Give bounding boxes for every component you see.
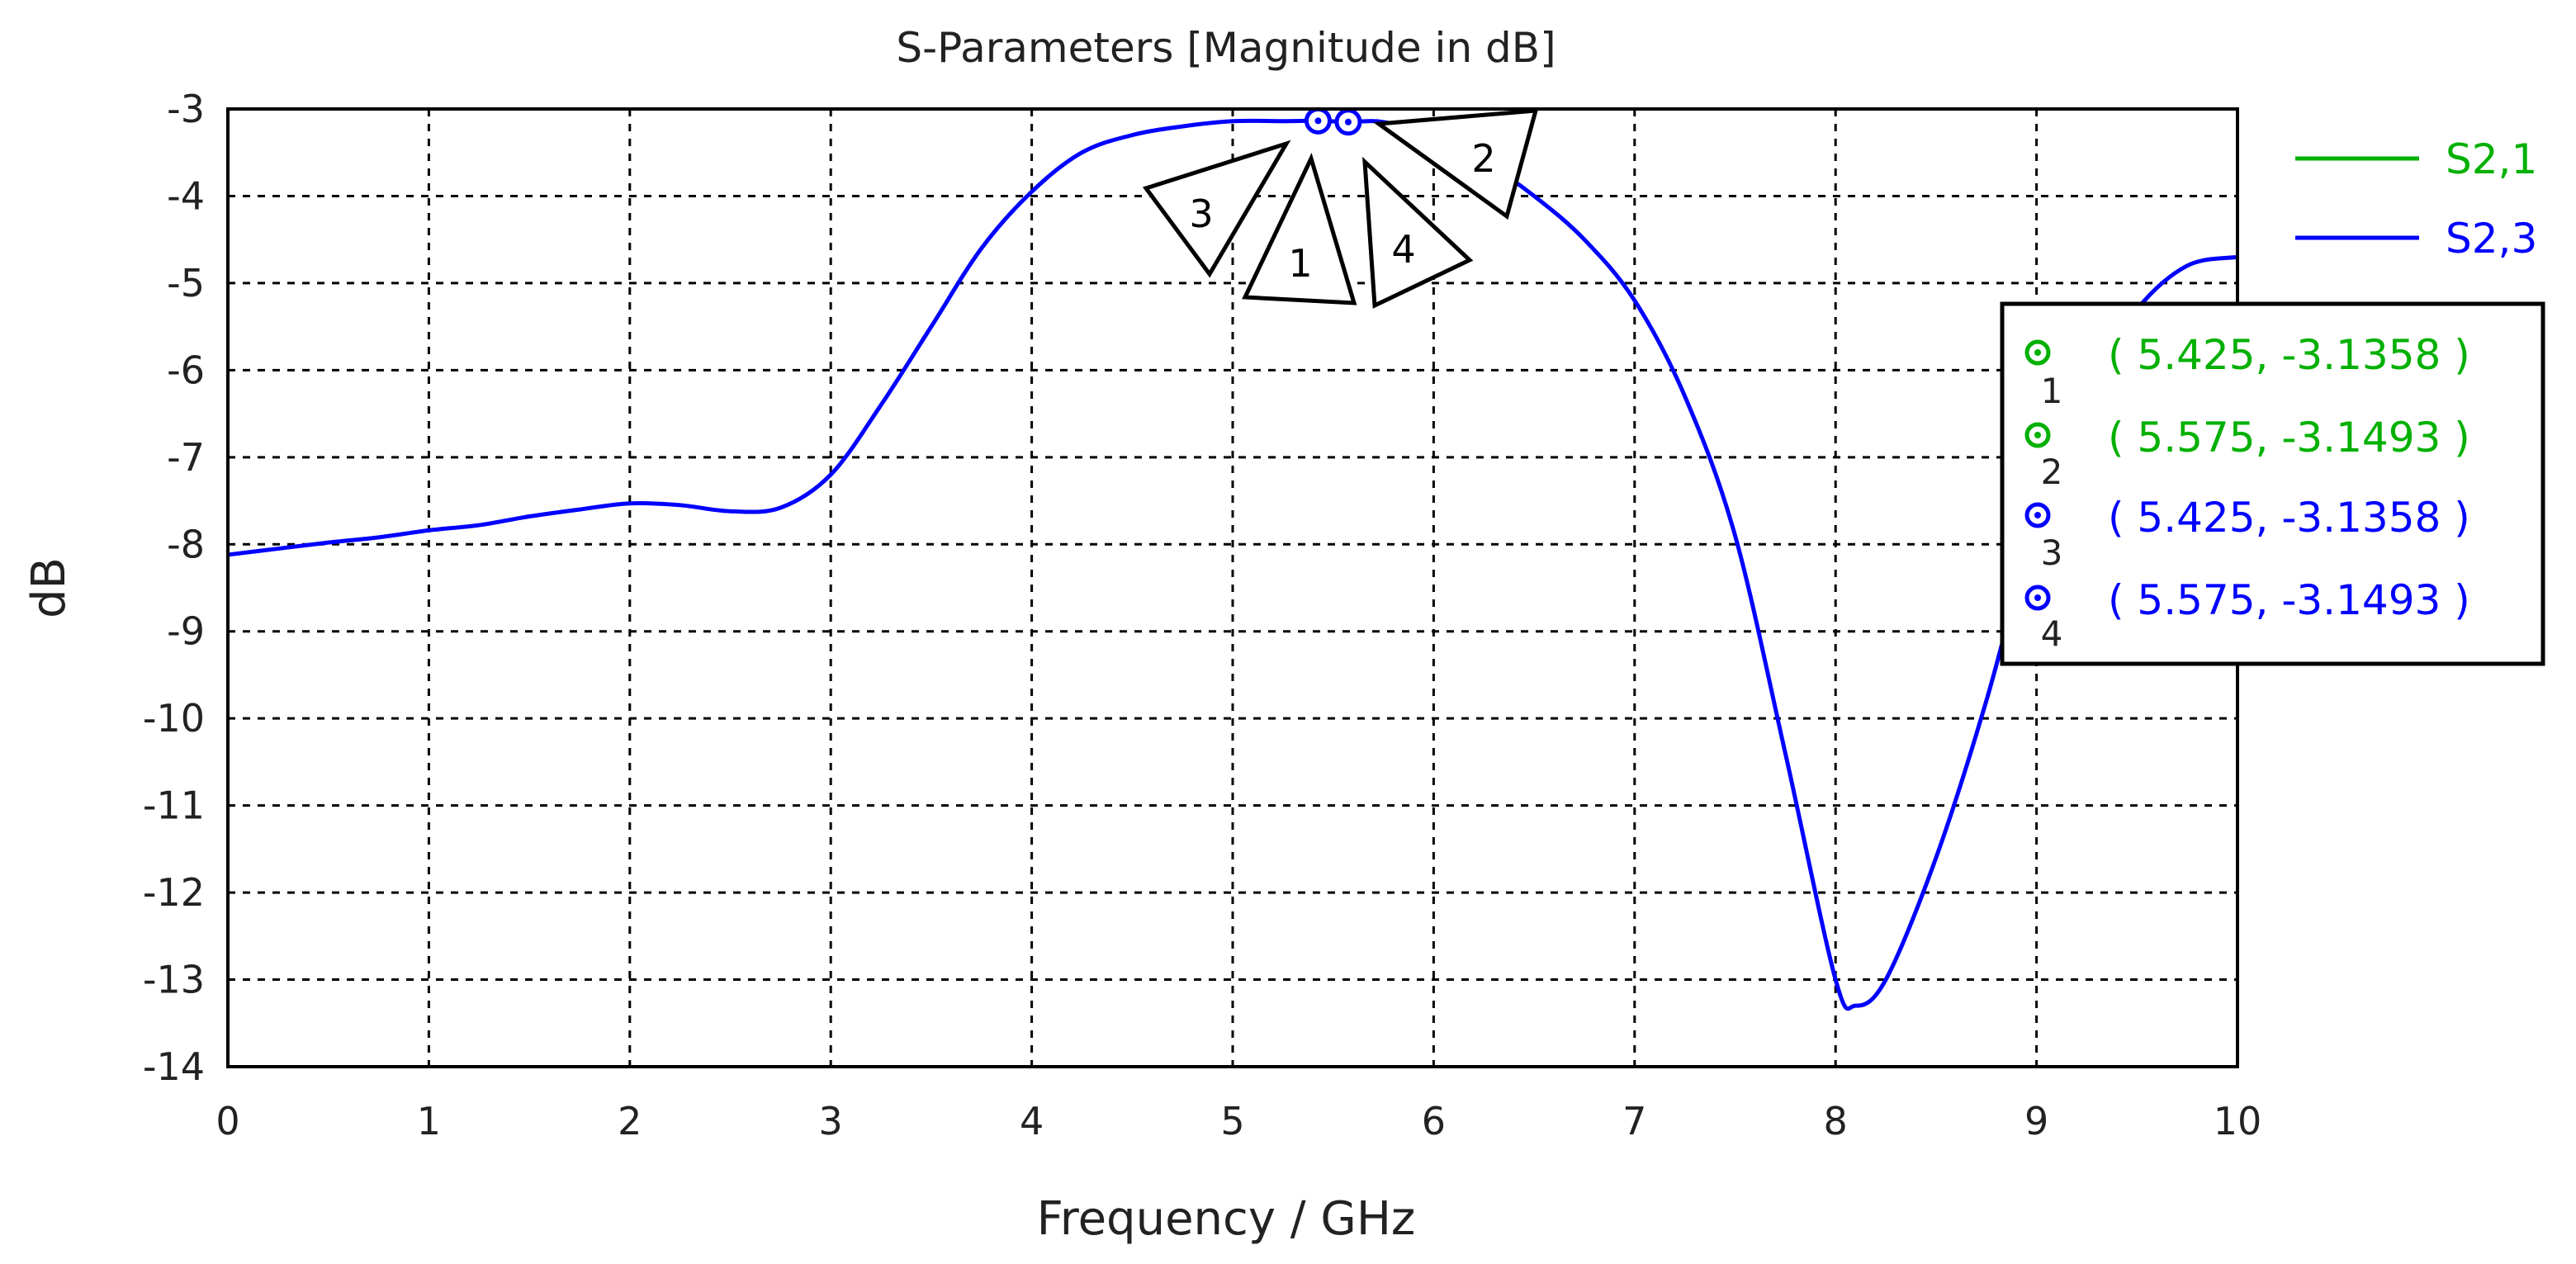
chart-title: S-Parameters [Magnitude in dB] — [896, 24, 1556, 72]
marker-flags: 3 1 4 2 — [1142, 108, 1539, 309]
marker-1-readout: ( 5.425, -3.1358 ) — [2108, 331, 2470, 379]
legend-label-s21: S2,1 — [2446, 135, 2537, 183]
marker-1-icon — [2024, 339, 2051, 366]
marker-3-icon-dot — [2034, 512, 2041, 518]
marker-4-icon — [2024, 585, 2051, 611]
y-tick-label: -10 — [143, 696, 205, 741]
marker-flag-4 — [1362, 156, 1474, 309]
y-axis-label: dB — [22, 557, 76, 618]
x-tick-label: 1 — [417, 1099, 441, 1143]
marker-2-icon — [2024, 422, 2051, 448]
y-tick-label: -4 — [167, 173, 205, 218]
y-tick-label: -8 — [167, 522, 205, 566]
x-tick-label: 4 — [1020, 1099, 1044, 1143]
grid-lines — [226, 107, 2239, 1068]
series-line-1 — [227, 118, 2238, 1011]
marker-flag-3 — [1142, 140, 1291, 278]
marker-flag-2-label: 2 — [1471, 136, 1495, 181]
x-tick-label: 5 — [1220, 1099, 1244, 1143]
marker-point-center-3 — [1314, 117, 1322, 125]
marker-flag-1-label: 1 — [1288, 241, 1312, 286]
marker-point-center-4 — [1344, 118, 1352, 125]
marker-1-icon-dot — [2034, 349, 2041, 356]
legend-label-s23: S2,3 — [2446, 215, 2537, 263]
marker-3-index: 3 — [2041, 533, 2063, 573]
y-tick-label: -3 — [167, 87, 205, 131]
x-tick-label: 6 — [1422, 1099, 1446, 1143]
marker-readout-frame — [2000, 301, 2545, 666]
x-tick-label: 7 — [1622, 1099, 1646, 1143]
x-tick-labels: 0 1 2 3 4 5 6 7 8 9 10 — [215, 1099, 2261, 1143]
marker-flag-4-label: 4 — [1391, 227, 1415, 272]
y-tick-label: -6 — [167, 348, 205, 392]
marker-4-readout: ( 5.575, -3.1493 ) — [2108, 576, 2470, 624]
x-tick-label: 0 — [215, 1099, 239, 1143]
x-tick-label: 2 — [618, 1099, 642, 1143]
y-tick-label: -7 — [167, 435, 205, 480]
y-tick-labels: -3 -4 -5 -6 -7 -8 -9 -10 -11 -12 -13 -14 — [143, 87, 205, 1089]
y-tick-label: -14 — [143, 1044, 205, 1089]
marker-flag-2 — [1373, 108, 1539, 220]
marker-dots — [1304, 107, 1362, 136]
marker-2-readout: ( 5.575, -3.1493 ) — [2108, 414, 2470, 462]
marker-2-icon-dot — [2034, 432, 2041, 438]
y-tick-label: -12 — [143, 870, 205, 915]
marker-flag-3-label: 3 — [1189, 192, 1213, 236]
x-tick-label: 9 — [2024, 1099, 2048, 1143]
marker-3-readout: ( 5.425, -3.1358 ) — [2108, 494, 2470, 542]
marker-2-index: 2 — [2041, 452, 2063, 492]
legend: S2,1 S2,3 — [2295, 135, 2537, 263]
x-tick-label: 8 — [1824, 1099, 1848, 1143]
marker-4-icon-dot — [2034, 594, 2041, 601]
x-axis-label: Frequency / GHz — [1037, 1192, 1416, 1246]
marker-3-icon — [2024, 502, 2051, 528]
y-tick-label: -5 — [167, 261, 205, 305]
y-tick-label: -11 — [143, 783, 205, 828]
y-tick-label: -13 — [143, 958, 205, 1002]
marker-readout-box: 1 ( 5.425, -3.1358 ) 2 ( 5.575, -3.1493 … — [2000, 301, 2545, 666]
marker-1-index: 1 — [2041, 371, 2063, 411]
x-tick-label: 10 — [2214, 1099, 2262, 1143]
x-tick-label: 3 — [819, 1099, 843, 1143]
marker-4-index: 4 — [2041, 613, 2063, 654]
series-lines — [227, 118, 2238, 1011]
marker-flag-1 — [1242, 153, 1357, 305]
y-tick-label: -9 — [167, 609, 205, 654]
